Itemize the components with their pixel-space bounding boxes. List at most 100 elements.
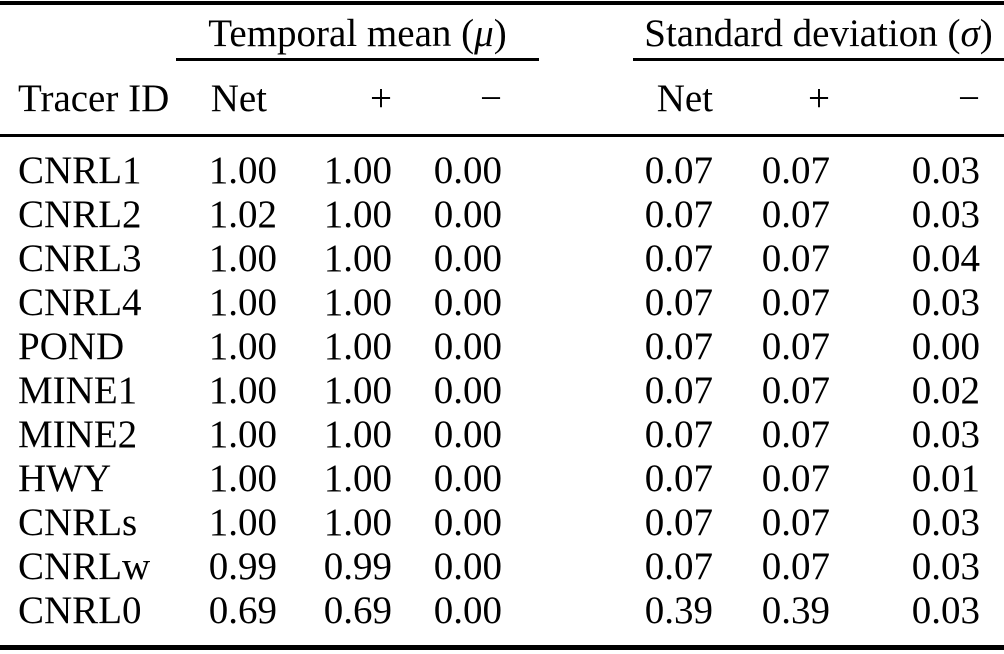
mean-minus-cell: 0.00 — [433, 413, 502, 456]
sd-minus-cell: 0.02 — [911, 369, 980, 412]
tracer-id-cell: MINE2 — [18, 413, 138, 456]
sd-net-cell: 0.07 — [644, 325, 713, 368]
sd-minus-cell: 0.03 — [911, 589, 980, 632]
bottom-rule — [0, 645, 1004, 650]
col-header-sd-minus: − — [830, 0, 1004, 137]
table-row: CNRL0 0.69 0.69 0.00 0.39 0.39 0.03 — [0, 589, 1004, 633]
sd-minus-cell: 0.03 — [911, 281, 980, 324]
sd-net-cell: 0.07 — [644, 457, 713, 500]
mean-minus-cell: 0.00 — [433, 325, 502, 368]
mean-plus-cell: 0.69 — [323, 589, 392, 632]
col-header-mean-net: Net — [190, 0, 277, 137]
table-row: CNRLw 0.99 0.99 0.00 0.07 0.07 0.03 — [0, 545, 1004, 589]
sd-minus-cell: 0.03 — [911, 149, 980, 192]
mean-net-cell: 0.99 — [208, 545, 277, 588]
sd-plus-cell: 0.07 — [761, 369, 830, 412]
mean-minus-cell: 0.00 — [433, 369, 502, 412]
sd-net-cell: 0.07 — [644, 413, 713, 456]
col-header-mean-minus: − — [392, 0, 502, 137]
mean-plus-cell: 1.00 — [323, 369, 392, 412]
group-header-standard-deviation: Standard deviation (σ) — [633, 12, 1004, 56]
sd-net-cell: 0.07 — [644, 149, 713, 192]
sd-net-cell: 0.39 — [644, 589, 713, 632]
group-header-standard-deviation-close: ) — [979, 12, 993, 55]
group-header-temporal-mean: Temporal mean (μ) — [176, 12, 539, 56]
table-row: MINE1 1.00 1.00 0.00 0.07 0.07 0.02 — [0, 369, 1004, 413]
mean-minus-cell: 0.00 — [433, 545, 502, 588]
sd-net-cell: 0.07 — [644, 501, 713, 544]
mean-net-cell: 1.00 — [208, 413, 277, 456]
sd-plus-cell: 0.07 — [761, 457, 830, 500]
top-rule — [0, 1, 1004, 5]
mu-symbol: μ — [474, 12, 494, 55]
sd-plus-cell: 0.07 — [761, 413, 830, 456]
sd-minus-cell: 0.03 — [911, 501, 980, 544]
table-row: POND 1.00 1.00 0.00 0.07 0.07 0.00 — [0, 325, 1004, 369]
column-header-row: Tracer ID Net + − Net + − — [0, 0, 1004, 137]
tracer-id-cell: MINE1 — [18, 369, 138, 412]
tracer-id-cell: CNRL2 — [18, 193, 142, 236]
mean-minus-cell: 0.00 — [433, 589, 502, 632]
tracer-id-cell: POND — [18, 325, 125, 368]
table-row: HWY 1.00 1.00 0.00 0.07 0.07 0.01 — [0, 457, 1004, 501]
mean-plus-cell: 1.00 — [323, 325, 392, 368]
mean-plus-cell: 1.00 — [323, 413, 392, 456]
mean-net-cell: 1.02 — [208, 193, 277, 236]
group-header-temporal-mean-close: ) — [493, 12, 507, 55]
sd-minus-cell: 0.03 — [911, 545, 980, 588]
mean-minus-cell: 0.00 — [433, 281, 502, 324]
col-header-mean-plus: + — [277, 0, 392, 137]
temporal-mean-underline-rule — [176, 58, 539, 61]
sd-plus-cell: 0.07 — [761, 501, 830, 544]
mean-plus-cell: 1.00 — [323, 501, 392, 544]
col-header-sd-plus: + — [713, 0, 830, 137]
mean-net-cell: 1.00 — [208, 369, 277, 412]
sd-net-cell: 0.07 — [644, 237, 713, 280]
table-row: MINE2 1.00 1.00 0.00 0.07 0.07 0.03 — [0, 413, 1004, 457]
sd-minus-cell: 0.04 — [911, 237, 980, 280]
mean-net-cell: 1.00 — [208, 325, 277, 368]
sd-plus-cell: 0.07 — [761, 281, 830, 324]
mean-net-cell: 1.00 — [208, 149, 277, 192]
tracer-id-cell: CNRL1 — [18, 149, 142, 192]
mean-minus-cell: 0.00 — [433, 501, 502, 544]
mean-net-cell: 1.00 — [208, 281, 277, 324]
mean-net-cell: 1.00 — [208, 237, 277, 280]
sd-net-cell: 0.07 — [644, 193, 713, 236]
table-body: CNRL1 1.00 1.00 0.00 0.07 0.07 0.03 CNRL… — [0, 137, 1004, 633]
mean-net-cell: 1.00 — [208, 501, 277, 544]
mean-net-cell: 0.69 — [208, 589, 277, 632]
sd-net-cell: 0.07 — [644, 545, 713, 588]
sd-plus-cell: 0.07 — [761, 193, 830, 236]
sd-plus-cell: 0.07 — [761, 149, 830, 192]
sd-net-cell: 0.07 — [644, 369, 713, 412]
mean-plus-cell: 1.00 — [323, 149, 392, 192]
sd-plus-cell: 0.07 — [761, 545, 830, 588]
tracer-id-cell: CNRL3 — [18, 237, 142, 280]
group-header-standard-deviation-text: Standard deviation ( — [644, 12, 961, 55]
standard-deviation-underline-rule — [633, 58, 1004, 61]
sd-plus-cell: 0.39 — [761, 589, 830, 632]
group-header-temporal-mean-text: Temporal mean ( — [208, 12, 475, 55]
sd-minus-cell: 0.01 — [911, 457, 980, 500]
sd-minus-cell: 0.00 — [911, 325, 980, 368]
sd-minus-cell: 0.03 — [911, 193, 980, 236]
mean-plus-cell: 1.00 — [323, 193, 392, 236]
tracer-id-cell: CNRLw — [18, 545, 151, 588]
mean-minus-cell: 0.00 — [433, 149, 502, 192]
mean-minus-cell: 0.00 — [433, 237, 502, 280]
mean-plus-cell: 1.00 — [323, 457, 392, 500]
mean-plus-cell: 1.00 — [323, 281, 392, 324]
table-row: CNRLs 1.00 1.00 0.00 0.07 0.07 0.03 — [0, 501, 1004, 545]
table-row: CNRL2 1.02 1.00 0.00 0.07 0.07 0.03 — [0, 193, 1004, 237]
table-row: CNRL3 1.00 1.00 0.00 0.07 0.07 0.04 — [0, 237, 1004, 281]
col-header-sd-net: Net — [502, 0, 713, 137]
sigma-symbol: σ — [960, 12, 980, 55]
sd-plus-cell: 0.07 — [761, 325, 830, 368]
tracer-id-cell: CNRLs — [18, 501, 138, 544]
mean-plus-cell: 1.00 — [323, 237, 392, 280]
col-header-tracer-id: Tracer ID — [0, 0, 190, 137]
tracer-id-cell: HWY — [18, 457, 112, 500]
mean-minus-cell: 0.00 — [433, 193, 502, 236]
